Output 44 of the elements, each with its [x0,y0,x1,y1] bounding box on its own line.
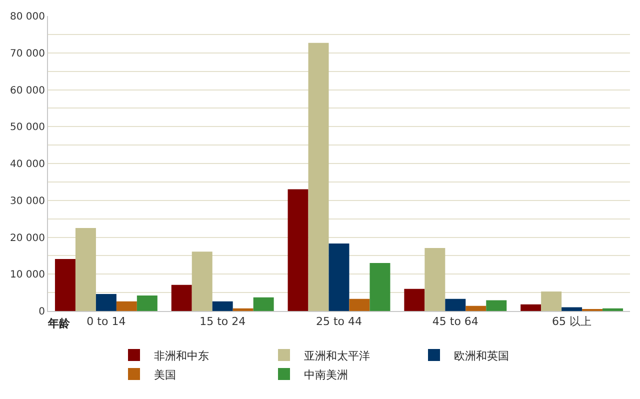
bar [96,294,116,311]
legend-label: 欧洲和英国 [454,349,509,362]
y-tick-label: 60 000 [10,85,45,96]
bar [136,296,158,311]
bar [75,228,96,311]
y-tick-label: 80 000 [10,12,45,22]
bar [308,42,329,311]
bar [520,304,542,311]
bar [445,298,466,311]
y-tick-label: 0 [38,306,45,318]
bar [171,284,192,311]
x-axis-title: 年龄 [47,317,71,330]
bar [54,259,76,311]
x-tick-label: 65 以上 [552,315,592,328]
x-tick-label: 45 to 64 [432,315,478,328]
bar [602,308,624,311]
y-tick-label: 70 000 [10,48,45,60]
x-tick-label: 15 to 24 [200,315,246,328]
bar [404,288,425,311]
bar [486,300,507,311]
y-tick-label: 20 000 [10,232,45,244]
legend-label: 亚洲和太平洋 [304,349,370,362]
bar [328,244,350,311]
bar [466,306,486,311]
y-tick-label: 40 000 [10,159,45,170]
legend-label: 中南美洲 [304,368,348,382]
bar [370,263,390,311]
x-tick-label: 0 to 14 [86,315,126,328]
y-tick-label: 50 000 [10,122,45,134]
bar [541,291,562,311]
bar [253,297,274,311]
legend-label: 美国 [154,368,176,382]
bar [424,248,446,311]
bar [349,298,370,311]
bar [232,308,254,311]
bar [116,301,137,311]
bar [192,252,212,311]
y-tick-label: 10 000 [10,270,45,281]
x-tick-label: 25 to 44 [316,315,362,328]
bar [562,307,582,311]
bar [288,189,308,311]
legend-label: 非洲和中东 [154,349,209,362]
bar [212,301,233,311]
y-tick-label: 30 000 [10,196,45,207]
